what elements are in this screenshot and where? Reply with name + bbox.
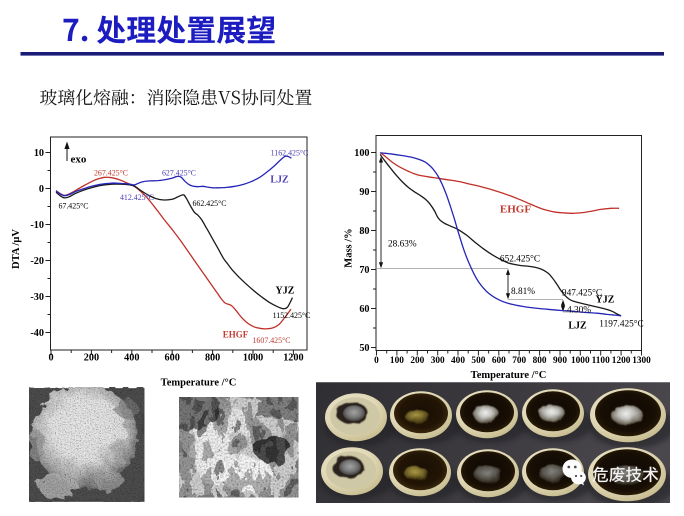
svg-text:500: 500 <box>471 356 485 366</box>
svg-text:1100: 1100 <box>592 356 610 366</box>
svg-text:412.425°C: 412.425°C <box>120 193 154 202</box>
svg-text:Mass /%: Mass /% <box>344 228 355 267</box>
svg-text:1000: 1000 <box>571 356 590 366</box>
svg-text:600: 600 <box>165 353 180 364</box>
svg-text:50: 50 <box>359 343 369 354</box>
svg-text:100: 100 <box>354 148 369 159</box>
svg-text:LJZ: LJZ <box>270 175 289 186</box>
svg-text:0: 0 <box>39 184 44 195</box>
svg-text:YJZ: YJZ <box>596 295 615 306</box>
svg-text:0: 0 <box>48 353 53 364</box>
svg-text:-40: -40 <box>30 328 44 339</box>
svg-text:YJZ: YJZ <box>276 286 295 297</box>
svg-text:Temperature /°C: Temperature /°C <box>161 378 237 389</box>
svg-text:60: 60 <box>359 304 369 315</box>
svg-text:300: 300 <box>431 356 445 366</box>
svg-text:LJZ: LJZ <box>568 321 587 332</box>
svg-text:900: 900 <box>553 356 567 366</box>
svg-text:EHGF: EHGF <box>500 204 531 216</box>
svg-text:800: 800 <box>205 353 220 364</box>
svg-text:200: 200 <box>84 353 99 364</box>
svg-text:1152.425°C: 1152.425°C <box>273 311 311 320</box>
svg-text:1200: 1200 <box>612 356 631 366</box>
svg-text:0: 0 <box>374 356 379 366</box>
svg-text:627.425°C: 627.425°C <box>162 169 196 178</box>
svg-text:DTA /μV: DTA /μV <box>11 229 22 269</box>
svg-text:-30: -30 <box>30 292 44 303</box>
svg-text:28.63%: 28.63% <box>388 240 417 250</box>
svg-text:-20: -20 <box>30 256 44 267</box>
svg-text:4.30%: 4.30% <box>567 305 591 315</box>
svg-text:70: 70 <box>359 265 369 276</box>
svg-text:652.425°C: 652.425°C <box>500 254 540 265</box>
svg-text:-10: -10 <box>30 220 44 231</box>
svg-text:90: 90 <box>359 187 369 198</box>
svg-text:8.81%: 8.81% <box>511 287 535 297</box>
svg-text:1300: 1300 <box>632 356 651 366</box>
svg-text:1197.425°C: 1197.425°C <box>599 319 643 330</box>
svg-text:1000: 1000 <box>243 353 263 364</box>
svg-text:600: 600 <box>492 356 506 366</box>
svg-text:400: 400 <box>451 356 465 366</box>
svg-text:700: 700 <box>512 356 526 366</box>
svg-text:400: 400 <box>124 353 139 364</box>
svg-text:947.425°C: 947.425°C <box>562 288 602 299</box>
svg-text:1200: 1200 <box>283 353 303 364</box>
svg-text:100: 100 <box>390 356 404 366</box>
svg-text:267.425°C: 267.425°C <box>94 169 128 178</box>
svg-text:662.425°C: 662.425°C <box>192 199 226 208</box>
svg-text:10: 10 <box>34 148 44 159</box>
svg-text:EHGF: EHGF <box>223 330 249 340</box>
svg-text:67.425°C: 67.425°C <box>58 202 88 211</box>
svg-text:Temperature /°C: Temperature /°C <box>471 370 547 381</box>
svg-text:1607.425°C: 1607.425°C <box>252 336 290 345</box>
svg-text:200: 200 <box>410 356 424 366</box>
svg-text:exo: exo <box>71 154 87 166</box>
svg-text:800: 800 <box>533 356 547 366</box>
svg-text:80: 80 <box>359 226 369 237</box>
svg-text:1162.425°C: 1162.425°C <box>271 149 309 158</box>
